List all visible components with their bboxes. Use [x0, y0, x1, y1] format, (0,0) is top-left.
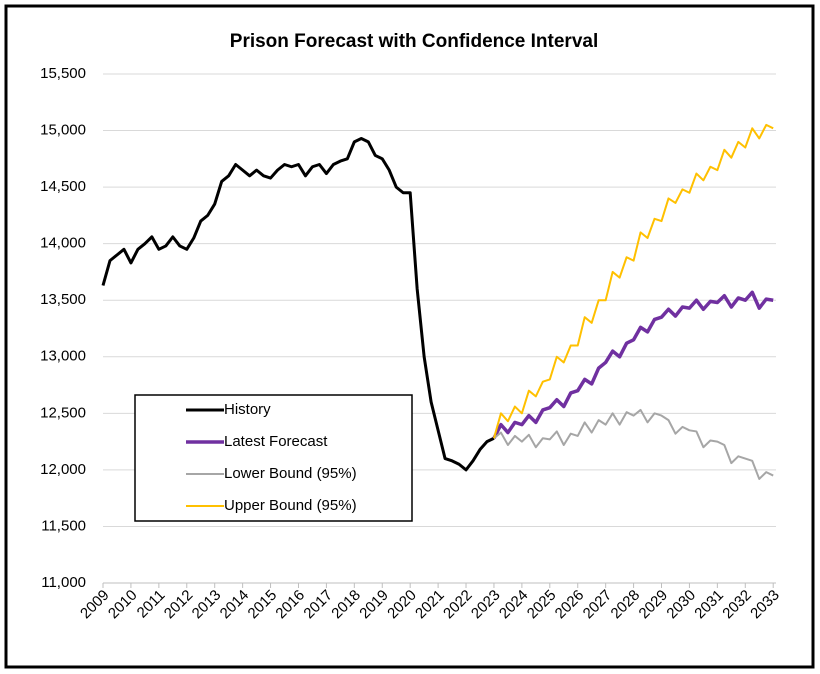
y-tick-label: 11,500 [41, 517, 86, 534]
legend-label: Lower Bound (95%) [224, 465, 357, 482]
series-line [492, 290, 774, 440]
legend-label: History [224, 401, 271, 418]
y-tick-label: 12,000 [40, 461, 86, 478]
series-line [492, 123, 774, 439]
series-line [101, 136, 495, 472]
y-tick-label: 14,500 [40, 178, 86, 195]
y-tick-label: 11,000 [41, 574, 86, 591]
y-tick-label: 13,000 [40, 348, 86, 365]
chart-title: Prison Forecast with Confidence Interval [230, 31, 598, 52]
plot-lines [101, 123, 774, 480]
y-tick-label: 12,500 [40, 404, 86, 421]
series-line [493, 408, 774, 480]
legend: History Latest Forecast Lower Bound (95%) U… [134, 394, 413, 522]
y-tick-label: 15,000 [40, 122, 86, 139]
y-tick-label: 14,000 [40, 235, 86, 252]
y-tick-label: 13,500 [40, 291, 86, 308]
y-tick-label: 15,500 [40, 65, 86, 82]
chart-frame [4, 4, 815, 669]
legend-box [134, 394, 413, 522]
legend-label: Upper Bound (95%) [224, 497, 357, 514]
legend-label: Latest Forecast [224, 433, 328, 450]
